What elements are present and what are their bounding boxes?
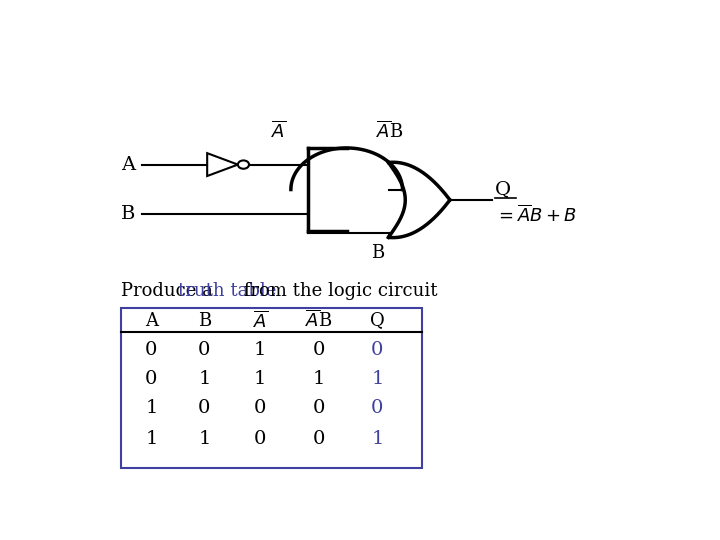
Text: $\overline{A}$B: $\overline{A}$B xyxy=(377,120,404,141)
Text: 1: 1 xyxy=(372,370,384,388)
Text: 1: 1 xyxy=(198,370,210,388)
Text: $\overline{A}$: $\overline{A}$ xyxy=(253,310,268,331)
Text: 1: 1 xyxy=(145,430,158,448)
Text: 0: 0 xyxy=(372,399,384,417)
Text: from the logic circuit: from the logic circuit xyxy=(238,282,438,300)
Text: 1: 1 xyxy=(372,430,384,448)
Text: $\overline{A}$: $\overline{A}$ xyxy=(271,121,286,141)
Text: 0: 0 xyxy=(198,399,210,417)
Text: 1: 1 xyxy=(254,370,266,388)
Text: Produce a: Produce a xyxy=(121,282,218,300)
Text: 0: 0 xyxy=(145,370,158,388)
Text: 0: 0 xyxy=(254,430,266,448)
Text: 0: 0 xyxy=(312,341,325,359)
Text: 0: 0 xyxy=(254,399,266,417)
Text: Q: Q xyxy=(495,180,510,198)
Text: 0: 0 xyxy=(372,341,384,359)
Text: B: B xyxy=(121,206,135,224)
Text: B: B xyxy=(198,312,211,329)
Text: 0: 0 xyxy=(312,399,325,417)
Text: 1: 1 xyxy=(145,399,158,417)
Text: 1: 1 xyxy=(312,370,325,388)
Text: $\overline{A}$B: $\overline{A}$B xyxy=(305,310,333,331)
Text: 1: 1 xyxy=(254,341,266,359)
Text: 0: 0 xyxy=(312,430,325,448)
Text: A: A xyxy=(121,156,135,173)
Text: B: B xyxy=(371,244,384,261)
Text: $= \overline{A}B + B$: $= \overline{A}B + B$ xyxy=(495,204,577,226)
Text: 0: 0 xyxy=(145,341,158,359)
Text: 1: 1 xyxy=(198,430,210,448)
Bar xyxy=(121,308,422,468)
Text: truth table: truth table xyxy=(178,282,276,300)
Text: Q: Q xyxy=(370,312,384,329)
Text: A: A xyxy=(145,312,158,329)
Text: 0: 0 xyxy=(198,341,210,359)
